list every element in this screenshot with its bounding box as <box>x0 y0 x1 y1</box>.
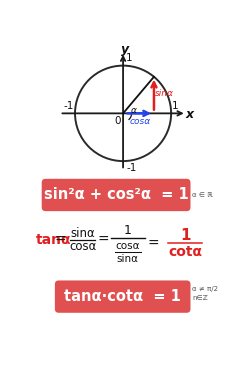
Text: -1: -1 <box>64 101 74 111</box>
Text: y: y <box>121 43 129 56</box>
Text: cosα: cosα <box>129 117 150 125</box>
Text: =: = <box>147 237 159 251</box>
Text: =: = <box>54 233 66 247</box>
Text: cotα: cotα <box>167 245 201 259</box>
Text: tanα: tanα <box>35 233 71 247</box>
Text: α ≠ π/2: α ≠ π/2 <box>191 286 217 292</box>
Text: =: = <box>97 233 108 247</box>
FancyBboxPatch shape <box>42 179 190 211</box>
Text: x: x <box>185 108 193 120</box>
Text: sinα: sinα <box>70 227 95 240</box>
Text: sinα: sinα <box>116 254 138 264</box>
Text: 1: 1 <box>179 228 190 242</box>
Text: n∈ℤ: n∈ℤ <box>191 295 207 301</box>
Text: sin²α + cos²α  = 1: sin²α + cos²α = 1 <box>44 187 188 203</box>
Text: 1: 1 <box>123 224 131 237</box>
Text: cosα: cosα <box>69 240 96 253</box>
Text: α ∈ ℝ: α ∈ ℝ <box>191 192 212 198</box>
Text: 1: 1 <box>126 53 132 63</box>
Text: cosα: cosα <box>115 241 139 251</box>
Text: 1: 1 <box>171 101 178 111</box>
FancyBboxPatch shape <box>55 280 190 313</box>
Text: 0: 0 <box>114 116 120 126</box>
Text: tanα·cotα  = 1: tanα·cotα = 1 <box>64 289 180 304</box>
Text: α: α <box>131 106 136 115</box>
Text: -1: -1 <box>126 163 136 173</box>
Text: sinα: sinα <box>154 89 173 98</box>
